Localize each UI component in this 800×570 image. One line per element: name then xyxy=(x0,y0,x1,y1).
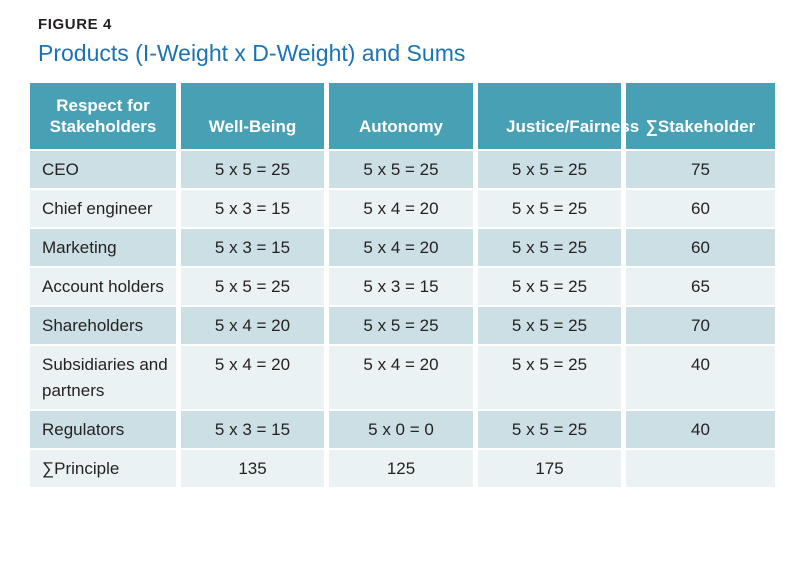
table-cell: 5 x 3 = 15 xyxy=(181,229,324,266)
table-cell: 5 x 5 = 25 xyxy=(478,346,621,409)
row-label: CEO xyxy=(30,151,176,188)
row-label: Chief engineer xyxy=(30,190,176,227)
figure-title: Products (I-Weight x D-Weight) and Sums xyxy=(38,40,466,66)
table-row-chief-engineer: Chief engineer 5 x 3 = 15 5 x 4 = 20 5 x 5 … xyxy=(30,190,775,227)
table-cell: 40 xyxy=(626,346,775,409)
table-cell: 5 x 0 = 0 xyxy=(329,411,473,448)
header-cell-stub: Respect for Stakeholders xyxy=(30,83,176,149)
table-cell: 5 x 5 = 25 xyxy=(478,268,621,305)
table-cell: 5 x 5 = 25 xyxy=(478,190,621,227)
table-body: CEO 5 x 5 = 25 5 x 5 = 25 5 x 5 = 25 75 Chief… xyxy=(30,151,775,487)
table-cell: 175 xyxy=(478,450,621,487)
header-cell-justice-fairness: Justice/Fairness xyxy=(478,83,639,149)
table-cell: 75 xyxy=(626,151,775,188)
row-label: ∑Principle xyxy=(30,450,176,487)
table-cell: 5 x 5 = 25 xyxy=(478,229,621,266)
row-label: Subsidiaries and partners xyxy=(30,346,176,409)
table-cell: 5 x 3 = 15 xyxy=(181,190,324,227)
table-cell: 60 xyxy=(626,190,775,227)
table-cell: 5 x 3 = 15 xyxy=(329,268,473,305)
table-row-marketing: Marketing 5 x 3 = 15 5 x 4 = 20 5 x 5 = 25 6… xyxy=(30,229,775,266)
table-cell: 125 xyxy=(329,450,473,487)
row-label: Shareholders xyxy=(30,307,176,344)
header-cell-stakeholder: ∑Stakeholder xyxy=(626,83,775,149)
table-cell: 60 xyxy=(626,229,775,266)
table-cell: 5 x 5 = 25 xyxy=(478,411,621,448)
figure-label: FIGURE 4 xyxy=(38,16,112,33)
row-label: Marketing xyxy=(30,229,176,266)
table-cell: 40 xyxy=(626,411,775,448)
table-header: Respect for Stakeholders Well-Being Auton… xyxy=(30,83,775,149)
table-cell: 5 x 5 = 25 xyxy=(329,151,473,188)
table-row-account-holders: Account holders 5 x 5 = 25 5 x 3 = 15 5 x 5… xyxy=(30,268,775,305)
table-cell: 5 x 4 = 20 xyxy=(181,346,324,409)
table-row-principle: ∑Principle 135 125 175 xyxy=(30,450,775,487)
table-cell: 5 x 4 = 20 xyxy=(329,346,473,409)
figure-page: FIGURE 4 Products (I-Weight x D-Weight) … xyxy=(25,16,780,489)
table-cell: 5 x 5 = 25 xyxy=(181,151,324,188)
table-row-shareholders: Shareholders 5 x 4 = 20 5 x 5 = 25 5 x 5 = … xyxy=(30,307,775,344)
products-table: Respect for Stakeholders Well-Being Auton… xyxy=(25,81,780,489)
table-cell: 5 x 4 = 20 xyxy=(181,307,324,344)
table-cell: 5 x 5 = 25 xyxy=(181,268,324,305)
header-cell-well-being: Well-Being xyxy=(181,83,324,149)
table-row-subsidiaries-and-partners: Subsidiaries and partners 5 x 4 = 20 5 x 4… xyxy=(30,346,775,409)
row-label: Account holders xyxy=(30,268,176,305)
table-cell: 5 x 4 = 20 xyxy=(329,229,473,266)
table-cell: 65 xyxy=(626,268,775,305)
row-label: Regulators xyxy=(30,411,176,448)
table-cell: 5 x 4 = 20 xyxy=(329,190,473,227)
table-cell: 135 xyxy=(181,450,324,487)
table-cell: 5 x 5 = 25 xyxy=(329,307,473,344)
table-cell: 5 x 5 = 25 xyxy=(478,307,621,344)
header-row: Respect for Stakeholders Well-Being Auton… xyxy=(30,83,775,149)
header-cell-autonomy: Autonomy xyxy=(329,83,473,149)
table-cell: 5 x 5 = 25 xyxy=(478,151,621,188)
table-cell xyxy=(626,450,775,487)
table-cell: 70 xyxy=(626,307,775,344)
table-cell: 5 x 3 = 15 xyxy=(181,411,324,448)
table-row-ceo: CEO 5 x 5 = 25 5 x 5 = 25 5 x 5 = 25 75 xyxy=(30,151,775,188)
